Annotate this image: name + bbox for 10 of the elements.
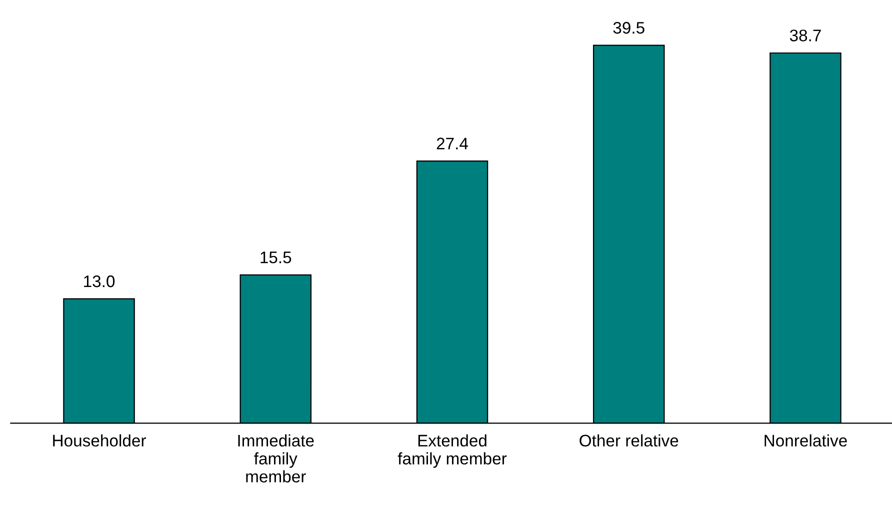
x-tick-label: Immediate family member bbox=[238, 434, 314, 482]
x-tick-label: Householder bbox=[53, 434, 146, 447]
x-tick-label: Nonrelative bbox=[764, 434, 847, 447]
data-label: 13.0 bbox=[84, 275, 115, 288]
data-label: 38.7 bbox=[790, 30, 821, 42]
data-label: 15.5 bbox=[260, 252, 292, 264]
x-tick-label: Extended family member bbox=[398, 434, 507, 468]
data-label: 27.4 bbox=[436, 138, 468, 150]
x-tick-label: Other relative bbox=[580, 434, 678, 447]
data-label: 39.5 bbox=[613, 22, 644, 34]
